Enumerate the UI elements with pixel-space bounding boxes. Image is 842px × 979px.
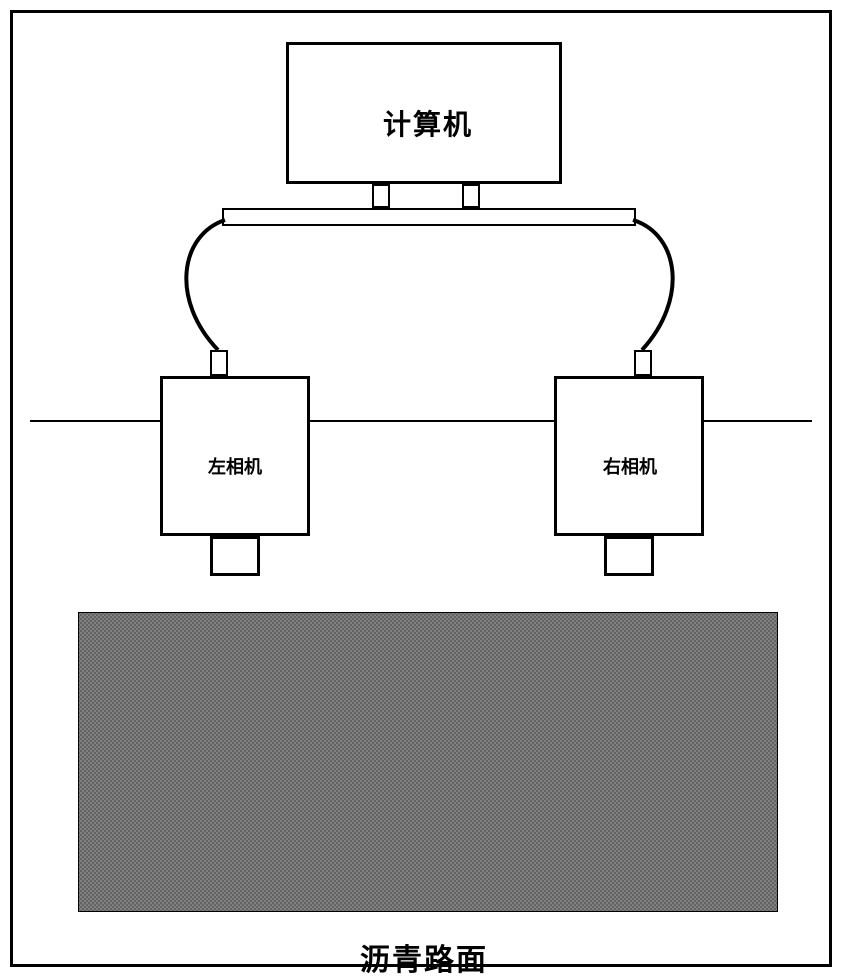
right-camera-body: 右相机 [554, 376, 704, 536]
left-camera-lens [210, 536, 260, 576]
computer-monitor: 计算机 [286, 42, 562, 184]
left-camera-label: 左相机 [208, 453, 262, 479]
pavement-rect [78, 612, 778, 912]
pavement-caption: 沥青路面 [360, 935, 488, 979]
pavement [78, 612, 778, 912]
right-camera-connector [634, 350, 652, 376]
left-camera-body: 左相机 [160, 376, 310, 536]
right-camera-label: 右相机 [603, 453, 657, 479]
right-camera-lens [604, 536, 654, 576]
diagram-root: 计算机 左相机 右相机 沥青路面 [0, 0, 842, 977]
computer-label: 计算机 [383, 103, 473, 143]
hub-bar [222, 208, 636, 226]
left-camera-connector [210, 350, 228, 376]
monitor-stand-left [372, 184, 390, 208]
monitor-stand-right [462, 184, 480, 208]
